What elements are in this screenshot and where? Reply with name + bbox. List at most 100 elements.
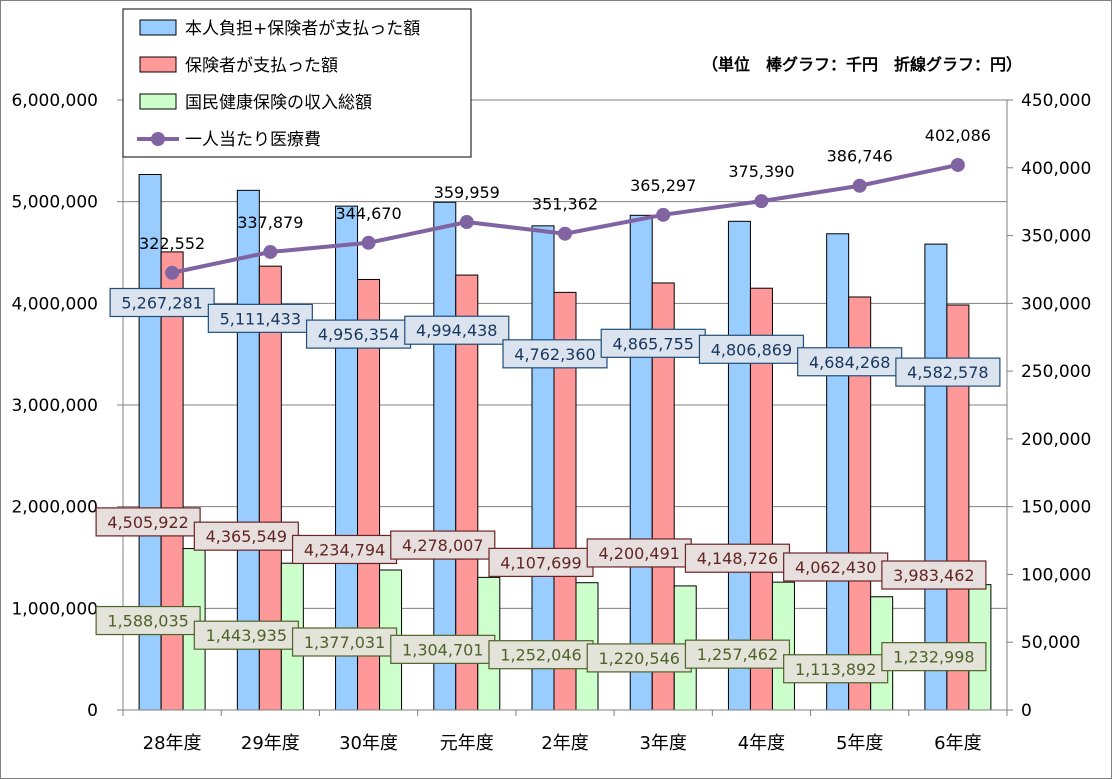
category-label: 4年度 (738, 733, 785, 754)
category-label: 29年度 (241, 733, 300, 754)
unit-note: （単位 棒グラフ：千円 折線グラフ：円） (702, 55, 1022, 74)
bar-data-label: 4,956,354 (318, 325, 399, 344)
bar-data-label: 1,377,031 (304, 633, 385, 652)
bar-data-label-box (895, 357, 1001, 387)
bar-data-label: 1,257,462 (697, 645, 778, 664)
bar-data-label: 4,994,438 (416, 321, 497, 340)
bar-data-label-box (109, 287, 215, 318)
bar (160, 251, 184, 711)
right-tick-label: 50,000 (1021, 633, 1080, 653)
bar-data-label-box (305, 319, 412, 349)
bar-data-label-box (193, 521, 299, 551)
line-point (263, 244, 278, 259)
bar (433, 201, 457, 711)
line-point (459, 215, 474, 230)
line-data-label: 351,362 (532, 195, 598, 214)
bar-data-label: 4,148,726 (697, 549, 778, 568)
label-layer: 322,552 337,879 344,670 359,959 351,362 365,2… (95, 126, 1001, 684)
left-tick-label: 4,000,000 (11, 294, 98, 314)
bar-data-label: 4,062,430 (795, 558, 876, 577)
bar-data-label-box (291, 627, 398, 657)
bar-data-label: 4,865,755 (613, 334, 694, 353)
legend-label: 一人当たり医療費 (185, 130, 321, 150)
bar-data-label-box (881, 642, 987, 672)
bar-data-label: 4,806,869 (711, 340, 792, 359)
right-tick-label: 250,000 (1021, 362, 1091, 382)
line-point (656, 207, 671, 222)
bar-data-label: 5,111,433 (220, 309, 301, 328)
bar-data-label-box (684, 639, 791, 669)
bar (727, 220, 751, 711)
left-tick-label: 3,000,000 (11, 396, 98, 416)
line-point (852, 178, 867, 193)
left-tick-label: 0 (87, 701, 98, 721)
legend-box (122, 8, 472, 158)
bar (924, 243, 948, 711)
right-tick-label: 300,000 (1021, 294, 1091, 314)
legend-swatch (139, 56, 177, 73)
line-data-label: 337,879 (237, 213, 303, 232)
bar-data-label: 4,762,360 (514, 345, 595, 364)
line-data-label: 344,670 (335, 204, 401, 223)
right-tick-label: 100,000 (1021, 565, 1091, 585)
bar-data-label: 5,267,281 (121, 293, 202, 312)
right-tick-label: 400,000 (1021, 159, 1091, 179)
category-label: 28年度 (143, 733, 202, 754)
bar-data-label-box (881, 560, 987, 590)
bar-data-label-box (207, 303, 313, 333)
category-label: 30年度 (339, 733, 398, 754)
legend-marker (151, 132, 165, 146)
line-data-label: 375,390 (728, 162, 794, 181)
bar-data-label-box (404, 315, 510, 345)
legend-label: 本人負担+保険者が支払った額 (185, 19, 420, 39)
bar-data-label: 3,983,462 (893, 566, 974, 585)
left-tick-label: 6,000,000 (11, 91, 98, 111)
bar-data-label: 1,232,998 (893, 648, 974, 667)
bar-data-label: 4,278,007 (402, 536, 483, 555)
category-label: 3年度 (639, 733, 686, 754)
right-tick-label: 200,000 (1021, 430, 1091, 450)
left-tick-label: 2,000,000 (11, 498, 98, 518)
line-data-label: 359,959 (434, 183, 500, 202)
bar-data-label-box (684, 543, 791, 573)
legend: 本人負担+保険者が支払った額保険者が支払った額国民健康保険の収入総額一人当たり医… (122, 8, 472, 158)
line-layer (165, 157, 965, 280)
bar-data-label: 4,505,922 (107, 513, 188, 532)
bar (531, 225, 555, 711)
bar-data-label-box (783, 654, 889, 684)
bar-data-label-box (797, 347, 903, 377)
right-tick-label: 350,000 (1021, 227, 1091, 247)
bar-data-label: 1,113,892 (795, 660, 876, 679)
bar-data-label: 4,684,268 (809, 353, 890, 372)
bar-data-label: 4,107,699 (500, 553, 581, 572)
bar-data-label: 4,582,578 (907, 363, 988, 382)
bar-data-label: 1,588,035 (107, 612, 188, 631)
line-data-label: 365,297 (630, 176, 696, 195)
line-point (361, 235, 376, 250)
bar-data-label: 1,304,701 (402, 640, 483, 659)
legend-label: 保険者が支払った額 (185, 56, 338, 76)
right-tick-label: 0 (1021, 701, 1032, 721)
line-data-label: 322,552 (139, 234, 205, 253)
bar-data-label: 4,365,549 (206, 527, 287, 546)
bar-data-label-box (783, 552, 889, 582)
bar-data-label: 4,200,491 (599, 544, 680, 563)
line-point (558, 226, 572, 241)
bar-data-label: 1,220,546 (599, 649, 680, 668)
bar-data-label-box (586, 643, 692, 673)
line-point (950, 157, 965, 172)
bar-data-label-box (488, 547, 594, 577)
bar-data-label: 1,252,046 (500, 646, 581, 665)
category-label: 5年度 (836, 733, 883, 754)
legend-swatch (139, 93, 177, 110)
bar-data-label-box (95, 605, 201, 636)
bar-data-label-box (390, 530, 496, 560)
category-label: 6年度 (934, 733, 981, 754)
category-label: 元年度 (440, 733, 494, 754)
category-label: 2年度 (541, 733, 588, 754)
line-data-label: 402,086 (925, 126, 991, 145)
bar-data-label-box (291, 534, 398, 565)
line-point (165, 265, 180, 280)
